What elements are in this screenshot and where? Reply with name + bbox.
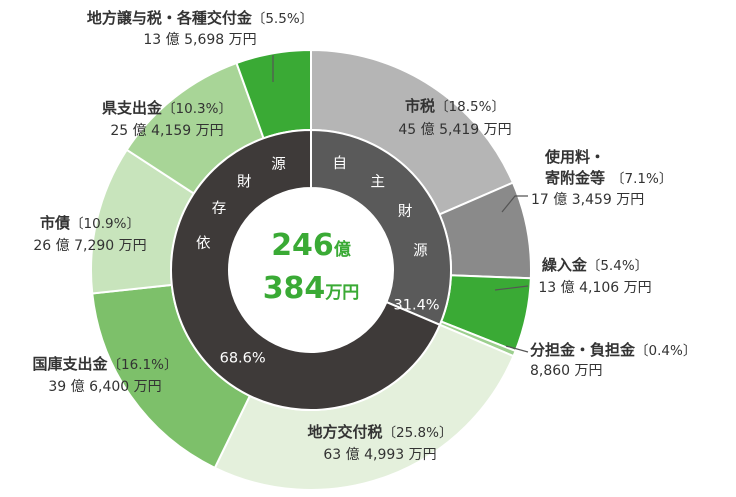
slice-amount-5: 39 億 6,400 万円: [48, 379, 161, 395]
inner-slice-0: [310, 128, 452, 327]
slice-percent-0: 〔18.5%〕: [435, 99, 505, 115]
slice-amount-7: 25 億 4,159 万円: [110, 123, 223, 139]
slice-label-4: 地方交付税〔25.8%〕 63 億 4,993 万円: [308, 423, 453, 463]
center-total-unit1: 億: [334, 239, 351, 260]
leader-lines: [272, 55, 529, 353]
slice-title-4: 地方交付税〔25.8%〕: [308, 423, 453, 441]
slice-percent-7: 〔10.3%〕: [162, 101, 232, 117]
inner-slice-1: [170, 128, 442, 411]
center-total-line1: 246億: [271, 228, 351, 263]
slice-title-0: 市税〔18.5%〕: [405, 97, 505, 115]
slice-percent-6: 〔10.9%〕: [70, 216, 140, 232]
slice-label-1: 使用料・寄附金等 〔7.1%〕 17 億 3,459 万円: [531, 148, 672, 208]
slice-percent-1: 〔7.1%〕: [611, 171, 672, 187]
slice-label-2: 繰入金〔5.4%〕 13 億 4,106 万円: [538, 256, 651, 296]
slice-name-5: 国庫支出金: [33, 355, 109, 373]
slice-label-5: 国庫支出金〔16.1%〕 39 億 6,400 万円: [33, 355, 178, 395]
leader-line-1: [501, 195, 528, 213]
slice-name-2: 繰入金: [542, 256, 588, 274]
slice-label-8: 地方譲与税・各種交付金〔5.5%〕 13 億 5,698 万円: [87, 9, 313, 48]
slice-title-5: 国庫支出金〔16.1%〕: [33, 355, 178, 373]
slice-title-6: 市債〔10.9%〕: [40, 214, 140, 232]
inner-char-1-0: 依: [196, 235, 211, 252]
leader-line-2: [494, 285, 529, 291]
slice-percent-4: 〔25.8%〕: [383, 425, 453, 441]
slice-title2-1: 寄附金等 〔7.1%〕: [545, 169, 672, 187]
inner-percent-1: 68.6%: [220, 350, 266, 366]
inner-char-0-3: 源: [413, 243, 428, 260]
slice-title-1: 使用料・: [544, 148, 605, 166]
center-total-value: 246: [271, 228, 334, 263]
slice-amount-0: 45 億 5,419 万円: [398, 122, 511, 138]
inner-percent-0: 31.4%: [394, 297, 440, 313]
slice-label-3: 分担金・負担金〔0.4%〕 8,860 万円: [530, 341, 696, 379]
slice-name-0: 市税: [405, 97, 435, 115]
slice-name-8: 地方譲与税・各種交付金: [87, 9, 253, 27]
inner-char-1-3: 源: [271, 156, 286, 173]
slice-title-2: 繰入金〔5.4%〕: [542, 256, 648, 274]
slice-percent-2: 〔5.4%〕: [587, 258, 648, 274]
inner-char-0-2: 財: [398, 203, 413, 220]
slice-amount-8: 13 億 5,698 万円: [143, 32, 256, 48]
slice-title-7: 県支出金〔10.3%〕: [102, 99, 232, 117]
slice-name-4: 地方交付税: [308, 423, 383, 441]
slice-label-0: 市税〔18.5%〕 45 億 5,419 万円: [398, 97, 511, 138]
inner-char-0-0: 自: [332, 155, 347, 172]
slice-percent-5: 〔16.1%〕: [108, 357, 178, 373]
center-total: 246億 384万円: [263, 228, 360, 306]
center-total-unit2: 万円: [324, 283, 359, 303]
slice-amount-4: 63 億 4,993 万円: [323, 447, 436, 463]
leader-line-3: [505, 345, 529, 353]
slice-name-3: 分担金・負担金: [530, 341, 636, 359]
slice-label-7: 県支出金〔10.3%〕 25 億 4,159 万円: [102, 99, 232, 139]
slice-name2-1: 寄附金等: [545, 169, 605, 187]
slice-amount-2: 13 億 4,106 万円: [538, 280, 651, 296]
inner-char-1-1: 存: [212, 200, 227, 217]
slice-title-3: 分担金・負担金〔0.4%〕: [530, 341, 696, 359]
slice-amount-1: 17 億 3,459 万円: [531, 192, 644, 208]
center-total-line2: 384万円: [263, 271, 360, 306]
center-total-value2: 384: [263, 271, 326, 306]
inner-char-0-1: 主: [371, 173, 386, 190]
slice-percent-3: 〔0.4%〕: [635, 343, 696, 359]
inner-char-1-2: 財: [237, 173, 252, 190]
slice-name-1: 使用料・: [544, 148, 605, 166]
slice-amount-6: 26 億 7,290 万円: [33, 238, 146, 254]
inner-ring: [170, 128, 452, 411]
slice-label-6: 市債〔10.9%〕 26 億 7,290 万円: [33, 214, 146, 254]
slice-name-6: 市債: [40, 214, 70, 232]
slice-title-8: 地方譲与税・各種交付金〔5.5%〕: [87, 9, 313, 27]
slice-percent-8: 〔5.5%〕: [252, 11, 313, 27]
slice-amount-3: 8,860 万円: [530, 363, 603, 379]
slice-name-7: 県支出金: [102, 99, 163, 117]
